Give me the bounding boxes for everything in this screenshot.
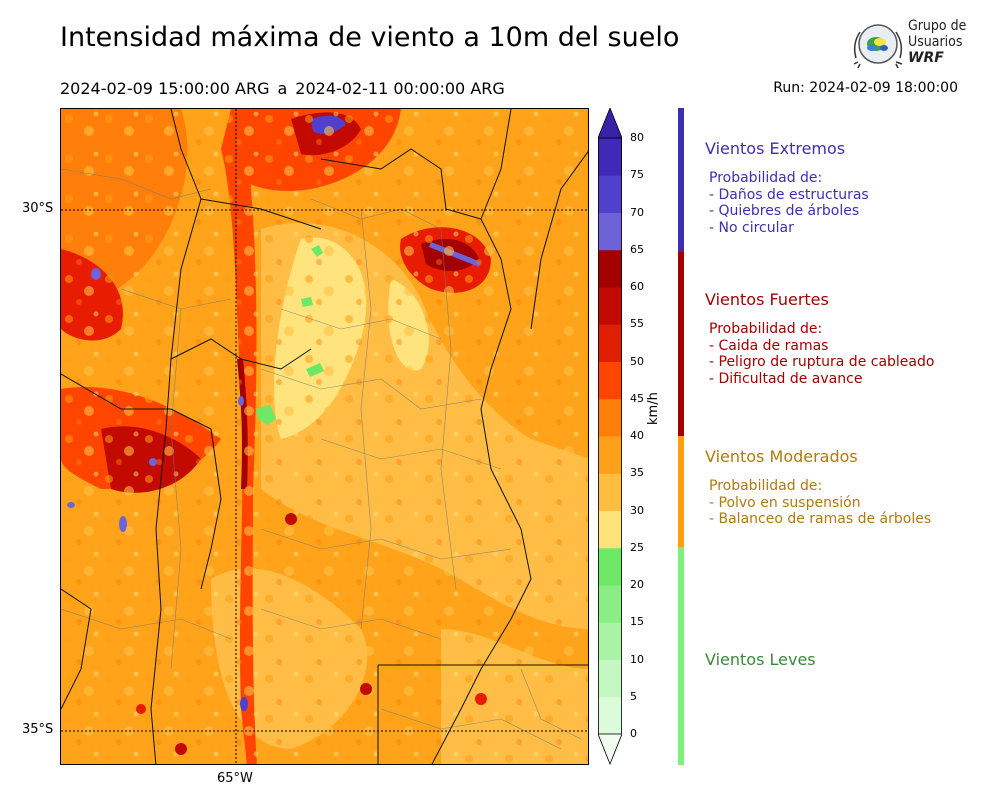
colorbar-segment [598, 324, 622, 362]
wind-field-svg [61, 109, 588, 764]
colorbar-segment [598, 696, 622, 735]
category-title: Vientos Fuertes [705, 290, 829, 309]
colorbar-tick-label: 70 [630, 205, 644, 219]
colorbar-extend-high [598, 108, 622, 139]
category-bar [678, 436, 684, 547]
colorbar-segment [598, 547, 622, 586]
colorbar-tick-label: 60 [630, 280, 644, 293]
wrf-logo: Grupo de Usuarios WRF [850, 18, 970, 70]
category-title: Vientos Moderados [705, 447, 858, 466]
colorbar-segment [598, 175, 622, 213]
category-bar [678, 252, 684, 436]
colorbar [598, 108, 622, 766]
category-line: - Dificultad de avance [709, 370, 863, 387]
period-start: 2024-02-09 15:00:00 ARG [60, 79, 270, 98]
category-description: Probabilidad de: - Polvo en suspensión - B… [709, 478, 931, 528]
logo-text-1: Grupo de [908, 18, 967, 34]
period-range: 2024-02-09 15:00:00 ARG a 2024-02-11 00:00… [60, 79, 505, 98]
colorbar-tick-label: 5 [630, 689, 637, 703]
colorbar-tick-label: 50 [630, 354, 644, 368]
colorbar-segment [598, 510, 622, 549]
colorbar-tick-label: 0 [630, 727, 637, 740]
category-block: Vientos Extremos Probabilidad de: - Daños … [705, 139, 869, 236]
period-end: 2024-02-11 00:00:00 ARG [295, 79, 505, 98]
period-separator: a [277, 79, 288, 98]
category-line: Probabilidad de: [709, 170, 823, 186]
category-line: - Polvo en suspensión [709, 494, 861, 511]
globe-logo-icon [853, 24, 903, 69]
logo-text-2: Usuarios [908, 34, 963, 50]
colorbar-tick-label: 80 [630, 131, 644, 144]
colorbar-unit-label: km/h [646, 392, 661, 425]
colorbar-tick-label: 40 [630, 429, 644, 442]
lat-label-30s: 30°S [22, 201, 54, 216]
category-block: Vientos Moderados Probabilidad de: - Polvo… [705, 447, 931, 528]
category-bar [678, 547, 684, 765]
colorbar-tick-label: 15 [630, 615, 644, 629]
colorbar-segment [598, 585, 622, 623]
colorbar-segment [598, 361, 622, 400]
colorbar-segment [598, 249, 622, 288]
colorbar-segment [598, 138, 622, 176]
colorbar-segment [598, 473, 622, 511]
colorbar-segment [598, 659, 622, 698]
category-line: - Quiebres de árboles [709, 203, 860, 219]
colorbar-segment [598, 398, 622, 437]
category-line: - Caida de ramas [709, 337, 829, 354]
colorbar-tick-label: 75 [630, 168, 644, 182]
category-block: Vientos Fuertes Probabilidad de: - Caida d… [705, 290, 934, 387]
category-line: - No circular [709, 219, 794, 236]
chart-title: Intensidad máxima de viento a 10m del su… [60, 22, 680, 53]
logo-text-3: WRF [908, 50, 944, 66]
colorbar-extend-low [598, 733, 622, 766]
colorbar-tick-label: 30 [630, 503, 644, 517]
colorbar-segment [598, 212, 622, 251]
category-bar [678, 108, 684, 252]
category-block: Vientos Leves [705, 650, 816, 669]
colorbar-tick-label: 10 [630, 652, 644, 666]
colorbar-tick-label: 65 [630, 242, 644, 256]
category-line: - Daños de estructuras [709, 186, 869, 203]
colorbar-segment [598, 622, 622, 660]
category-line: - Peligro de ruptura de cableado [709, 354, 935, 370]
category-description: Probabilidad de: - Daños de estructuras - … [709, 170, 869, 236]
colorbar-tick-label: 55 [630, 317, 644, 331]
lat-label-35s: 35°S [22, 722, 54, 737]
colorbar-segment [598, 287, 622, 325]
category-description: Probabilidad de: - Caida de ramas - Peligr… [709, 321, 934, 387]
wind-map [60, 108, 589, 765]
category-line: Probabilidad de: [709, 321, 823, 337]
colorbar-tick-label: 35 [630, 466, 644, 480]
colorbar-tick-label: 25 [630, 540, 644, 554]
colorbar-tick-label: 45 [630, 391, 644, 405]
colorbar-segment [598, 436, 622, 474]
colorbar-frame [598, 137, 622, 735]
run-time: Run: 2024-02-09 18:00:00 [773, 80, 958, 96]
category-title: Vientos Extremos [705, 139, 846, 158]
lon-label-65w: 65°W [217, 771, 253, 786]
category-title: Vientos Leves [705, 650, 816, 669]
colorbar-tick-label: 20 [630, 578, 644, 591]
category-line: - Balanceo de ramas de árboles [709, 511, 932, 527]
category-line: Probabilidad de: [709, 478, 823, 494]
